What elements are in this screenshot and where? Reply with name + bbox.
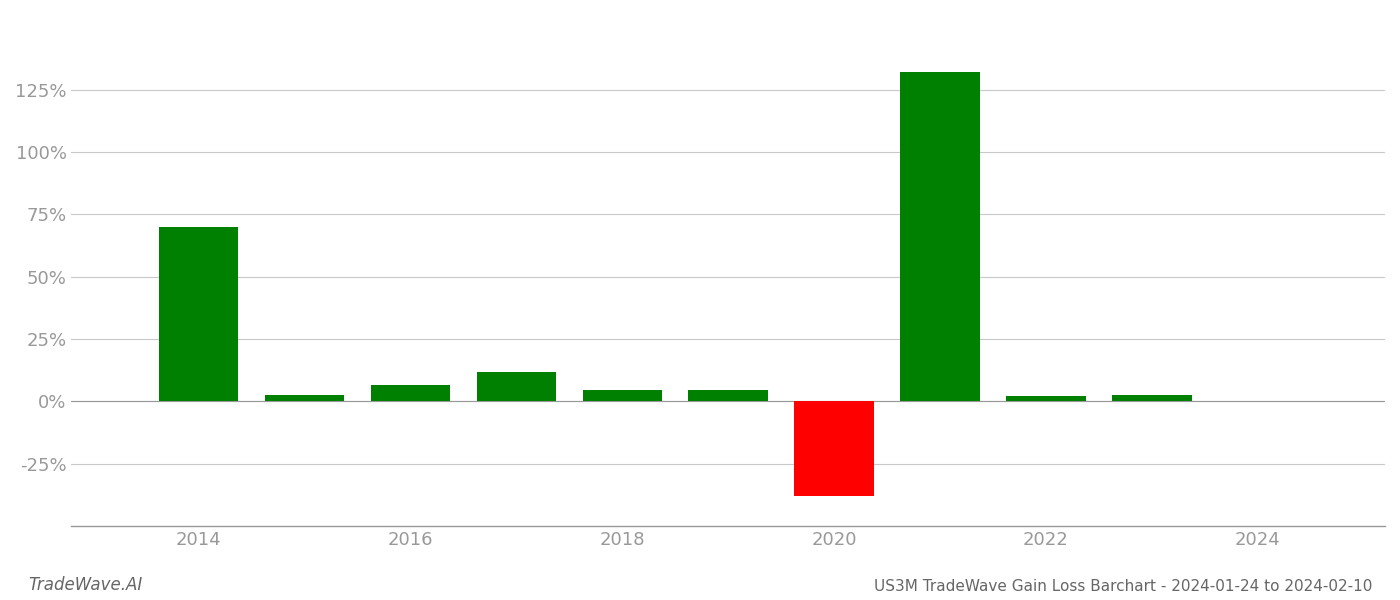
Bar bbox=[794, 401, 874, 496]
Bar bbox=[1007, 396, 1086, 401]
Text: US3M TradeWave Gain Loss Barchart - 2024-01-24 to 2024-02-10: US3M TradeWave Gain Loss Barchart - 2024… bbox=[874, 579, 1372, 594]
Bar bbox=[582, 390, 662, 401]
Bar bbox=[371, 385, 449, 401]
Bar bbox=[689, 390, 769, 401]
Bar bbox=[1112, 395, 1191, 401]
Bar bbox=[900, 73, 980, 401]
Bar bbox=[476, 371, 556, 401]
Bar bbox=[265, 395, 344, 401]
Bar bbox=[158, 227, 238, 401]
Text: TradeWave.AI: TradeWave.AI bbox=[28, 576, 143, 594]
